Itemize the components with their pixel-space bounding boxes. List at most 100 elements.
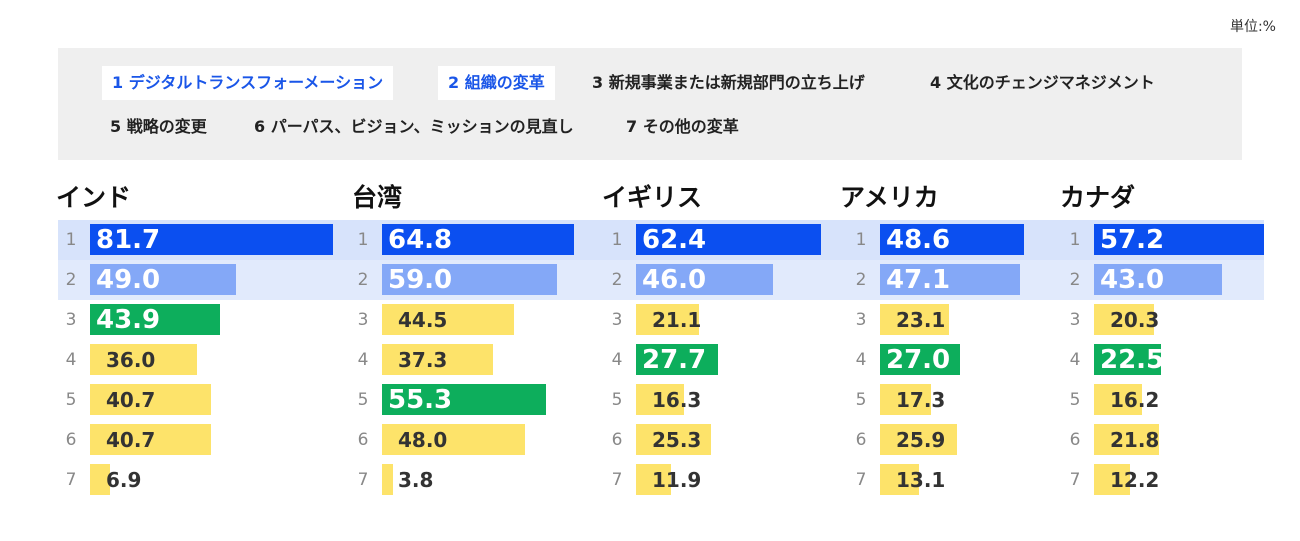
data-label: 64.8 [388,225,453,255]
bar [636,344,719,375]
rank-label: 6 [855,430,867,450]
data-label: 21.8 [1110,428,1160,452]
bar [880,424,957,455]
data-label: 57.2 [1100,225,1165,255]
bar [636,424,712,455]
country-label: アメリカ [840,183,939,212]
legend-item: 5 戦略の変更 [110,117,207,136]
bar [382,384,547,415]
rank-label: 4 [855,350,867,370]
rank-label: 6 [611,430,623,450]
data-label: 55.3 [388,385,453,415]
data-label: 46.0 [642,265,707,295]
data-label: 59.0 [388,265,453,295]
rank-label: 6 [357,430,369,450]
bar [90,344,197,375]
rank-label: 5 [65,390,77,410]
bar [1094,344,1161,375]
data-label: 37.3 [398,348,448,372]
bar [880,344,961,375]
rank-label: 4 [357,350,369,370]
data-label: 22.5 [1100,345,1165,375]
bar [880,264,1020,295]
bar [382,344,493,375]
rank-label: 1 [65,230,77,250]
legend-item: 6 パーパス、ビジョン、ミッションの見直し [254,117,574,136]
bar [90,384,211,415]
data-label: 12.2 [1110,468,1160,492]
rank-label: 2 [611,270,623,290]
bar [1094,304,1155,335]
legend-item: 2 組織の変革 [438,66,555,100]
rank-label: 2 [855,270,867,290]
country-label: イギリス [602,183,703,212]
rank-label: 1 [855,230,867,250]
rank-label: 3 [611,310,623,330]
bar [880,304,949,335]
bar [382,264,558,295]
bar [880,464,919,495]
bar [636,384,685,415]
data-label: 6.9 [106,468,142,492]
rank-label: 5 [1069,390,1081,410]
rank-label: 3 [855,310,867,330]
data-label: 43.9 [96,305,161,335]
rank-label: 2 [65,270,77,290]
data-label: 48.6 [886,225,951,255]
bar [636,264,773,295]
bar [1094,424,1159,455]
rank-label: 3 [65,310,77,330]
country-label: インド [56,183,132,212]
rank-label: 1 [1069,230,1081,250]
data-label: 43.0 [1100,265,1165,295]
bar [90,224,333,255]
bar [90,304,221,335]
data-label: 36.0 [106,348,156,372]
legend-item: 3 新規事業または新規部門の立ち上げ [592,73,865,92]
rank-label: 7 [65,470,77,490]
data-label: 62.4 [642,225,707,255]
bar [1094,264,1222,295]
data-label: 81.7 [96,225,161,255]
bar [1094,464,1131,495]
rank-label: 5 [611,390,623,410]
data-label: 16.2 [1110,388,1160,412]
legend-item: 7 その他の変革 [626,117,739,136]
rank-label: 3 [1069,310,1081,330]
rank-label: 2 [1069,270,1081,290]
bar [636,224,822,255]
legend-item: 1 デジタルトランスフォーメーション [102,66,394,100]
rank-label: 6 [1069,430,1081,450]
rank-label: 4 [1069,350,1081,370]
data-label: 40.7 [106,428,156,452]
data-label: 27.7 [642,345,707,375]
rank-label: 6 [65,430,77,450]
rank-label: 5 [855,390,867,410]
rank-label: 7 [611,470,623,490]
bar [90,424,211,455]
data-label: 13.1 [896,468,946,492]
rank-label: 7 [855,470,867,490]
country-label: カナダ [1060,183,1136,212]
bar [382,424,525,455]
bar [382,304,515,335]
data-label: 3.8 [398,468,434,492]
rank-label: 4 [611,350,623,370]
bar [1094,224,1264,255]
data-label: 48.0 [398,428,448,452]
rank-label: 1 [611,230,623,250]
legend-item: 4 文化のチェンジマネジメント [930,73,1155,92]
data-label: 20.3 [1110,308,1160,332]
rank-label: 3 [357,310,369,330]
data-label: 21.1 [652,308,702,332]
unit-label: 単位:% [1229,19,1276,35]
data-label: 17.3 [896,388,946,412]
data-label: 16.3 [652,388,702,412]
rank-label: 1 [357,230,369,250]
bar [636,304,699,335]
rank-label: 2 [357,270,369,290]
data-label: 27.0 [886,345,951,375]
rank-label: 7 [357,470,369,490]
bar [636,464,672,495]
rank-label: 4 [65,350,77,370]
